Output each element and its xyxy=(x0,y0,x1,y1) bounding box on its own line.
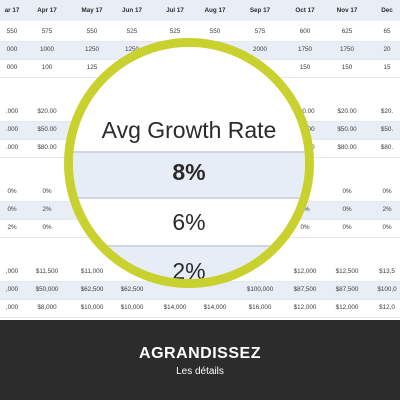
table-cell: 0% xyxy=(382,188,392,195)
table-cell: $100,000 xyxy=(246,286,274,293)
table-cell: 525 xyxy=(169,28,181,35)
table-cell: 625 xyxy=(341,28,353,35)
table-cell: $80.00 xyxy=(37,144,57,151)
magnifier-title: Avg Growth Rate xyxy=(101,117,277,143)
table-cell: 550 xyxy=(86,28,98,35)
magnifier-header xyxy=(73,47,305,153)
table-cell: $12,500 xyxy=(335,268,359,275)
table-cell: $50.00 xyxy=(37,126,57,133)
table-cell: $16,000 xyxy=(248,304,272,311)
row-divider xyxy=(0,317,400,318)
table-cell: 0% xyxy=(42,188,52,195)
table-cell: 0% xyxy=(7,188,17,195)
table-cell: .000 xyxy=(5,144,19,151)
magnifier-value-1: 8% xyxy=(172,159,206,185)
table-cell: $14,000 xyxy=(163,304,187,311)
month-header-cell: Aug 17 xyxy=(204,7,226,14)
table-cell: 150 xyxy=(341,64,353,71)
table-cell: $62,500 xyxy=(120,286,144,293)
table-cell: 1750 xyxy=(339,46,354,53)
table-cell: $62,500 xyxy=(80,286,104,293)
table-cell: $13,5 xyxy=(379,268,395,275)
table-cell: $50. xyxy=(380,126,394,133)
table-cell: $87,500 xyxy=(293,286,317,293)
table-cell: $12,000 xyxy=(293,304,317,311)
month-header-cell: May 17 xyxy=(81,7,103,14)
month-header-row: ar 17 Apr 17 May 17 Jun 17 Jul 17 Aug 17 Sep 1… xyxy=(0,0,400,21)
table-cell: ,000 xyxy=(5,304,19,311)
table-cell: ,000 xyxy=(5,268,19,275)
magnifier-row-band xyxy=(73,245,305,279)
table-cell: $12,0 xyxy=(379,304,395,311)
magnifier-row-band xyxy=(73,151,305,197)
magnifier-divider xyxy=(73,197,305,199)
table-cell: $11,500 xyxy=(35,268,59,275)
row-band xyxy=(0,281,400,299)
table-cell: 1000 xyxy=(39,46,54,53)
table-cell: $20.00 xyxy=(337,108,357,115)
table-cell: 2% xyxy=(42,206,52,213)
table-cell: 20 xyxy=(383,46,391,53)
table-cell: $80. xyxy=(380,144,394,151)
table-cell: $8,000 xyxy=(37,304,57,311)
table-cell: ,000 xyxy=(5,286,19,293)
magnifier-lens: Avg Growth Rate 8% 6% 2% xyxy=(64,38,314,288)
table-cell: 15 xyxy=(383,64,391,71)
month-header-cell: Oct 17 xyxy=(295,7,315,14)
table-cell: 550 xyxy=(6,28,18,35)
table-cell: $20.00 xyxy=(37,108,57,115)
table-cell: 2% xyxy=(7,224,17,231)
table-cell: 100 xyxy=(41,64,53,71)
row-divider xyxy=(0,299,400,300)
table-cell: .000 xyxy=(5,108,19,115)
table-cell: 575 xyxy=(254,28,266,35)
magnifier-divider xyxy=(73,245,305,247)
month-header-cell: Jul 17 xyxy=(166,7,184,14)
month-header-cell: Apr 17 xyxy=(37,7,57,14)
table-cell: $12,000 xyxy=(335,304,359,311)
month-header-cell: Dec xyxy=(381,7,393,14)
table-cell: 0% xyxy=(382,224,392,231)
table-cell: $14,000 xyxy=(203,304,227,311)
month-header-cell: Nov 17 xyxy=(336,7,358,14)
table-cell: $87,500 xyxy=(335,286,359,293)
caption-footer: AGRANDISSEZ Les détails xyxy=(0,320,400,400)
table-cell: $20. xyxy=(380,108,394,115)
month-header-cell: ar 17 xyxy=(4,7,20,14)
table-cell: 575 xyxy=(41,28,53,35)
table-cell: 525 xyxy=(126,28,138,35)
table-cell: 0% xyxy=(7,206,17,213)
table-cell: $10,000 xyxy=(80,304,104,311)
caption-subtitle: Les détails xyxy=(176,366,224,377)
table-cell: 550 xyxy=(209,28,221,35)
table-cell: 65 xyxy=(383,28,391,35)
magnifier-divider xyxy=(73,151,305,153)
table-cell: 0% xyxy=(42,224,52,231)
table-cell: $50,000 xyxy=(35,286,59,293)
table-cell: .000 xyxy=(5,126,19,133)
table-cell: 0% xyxy=(342,206,352,213)
magnifier-value-2: 6% xyxy=(172,209,206,235)
magnifier-value-3: 2% xyxy=(172,258,206,284)
table-cell: $80.00 xyxy=(337,144,357,151)
table-cell: $100,0 xyxy=(377,286,397,293)
table-cell: 0% xyxy=(342,224,352,231)
table-cell: 000 xyxy=(6,64,18,71)
month-header-cell: Sep 17 xyxy=(249,7,271,14)
month-header-cell: Jun 17 xyxy=(122,7,142,14)
spreadsheet: ar 17 Apr 17 May 17 Jun 17 Jul 17 Aug 17 Sep 1… xyxy=(0,0,400,320)
table-cell: 0% xyxy=(342,188,352,195)
caption-title: AGRANDISSEZ xyxy=(139,345,261,362)
table-cell: $50.00 xyxy=(337,126,357,133)
table-cell: 2% xyxy=(382,206,392,213)
table-cell: $10,000 xyxy=(120,304,144,311)
table-cell: 600 xyxy=(299,28,311,35)
table-cell: 000 xyxy=(6,46,18,53)
table-cell: 0% xyxy=(300,224,310,231)
